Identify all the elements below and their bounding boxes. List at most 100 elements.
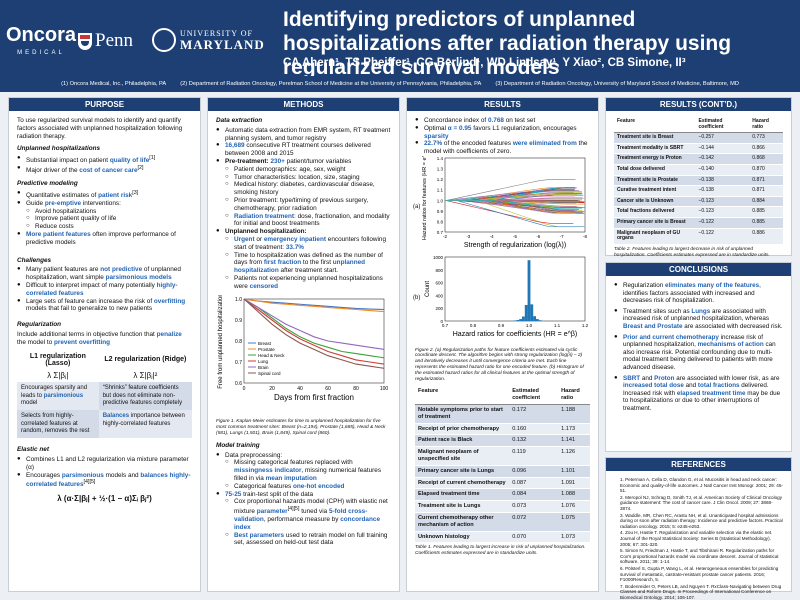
table-cell: −0.123 (695, 196, 750, 208)
regularization-path-chart: 0.7 0.8 0.9 1.0 1.1 1.2 1.3 1.4 -2 -3 -4 -5 -6 -7 -8 St… (422, 150, 587, 249)
table-row: Primary cancer site is Lungs 0.096 1.101 (415, 465, 590, 478)
list-item: Time to hospitalization was defined as t… (216, 252, 391, 275)
results-heading: RESULTS (407, 98, 598, 111)
table-cell: −0.144 (695, 143, 750, 155)
results-cont-heading: RESULTS (CONT’D.) (606, 98, 791, 111)
y-tick-label: 1.0 (437, 198, 444, 203)
table-header: Hazard ratio (749, 117, 783, 134)
penn-logo: Penn (78, 30, 133, 52)
table-increased-risk: Feature Estimated coefficient Hazard ratio… (415, 386, 590, 544)
x-axis-label: Strength of regularization (log(λ)) (464, 242, 566, 249)
table-cell: Patient race is Black (415, 434, 510, 448)
feature-path-line (445, 187, 576, 201)
list-item: Tumor characteristics: location, size, s… (216, 174, 391, 182)
list-item: Prior treatment: type/timing of previous… (216, 197, 391, 213)
x-tick-label: 1.0 (526, 323, 533, 328)
list-item: Pre-treatment: 230+ patient/tumor variab… (216, 158, 391, 166)
table-cell: −0.138 (695, 185, 750, 197)
histogram-bar (536, 318, 539, 321)
table-cell: Treatment site is Prostate (614, 175, 696, 187)
y-axis-label: Free from unplanned hospitalization (218, 295, 224, 389)
oncora-logo: Oncora MEDICAL (6, 24, 77, 56)
list-item: Patients not experiencing unplanned hosp… (216, 275, 391, 291)
x-tick-label: -2 (443, 234, 447, 239)
y-tick-label: 0 (440, 319, 443, 324)
x-tick-label: 20 (269, 386, 275, 392)
conclusions-heading: CONCLUSIONS (606, 263, 791, 276)
table-cell: 1.188 (558, 404, 590, 424)
table-row: Receipt of current chemotherapy 0.087 1.09… (415, 477, 590, 490)
table-cell: 0.886 (749, 228, 783, 245)
table-cell: 0.884 (749, 196, 783, 208)
list-item: Concordance index of 0.768 on test set (415, 117, 590, 125)
y-tick-label: 0.7 (235, 360, 242, 366)
list-item: Substantial impact on patient quality of… (17, 155, 192, 165)
list-item: Categorical features one-hot encoded (216, 483, 391, 491)
list-item: Regularization eliminates many of the fe… (614, 282, 783, 305)
table-row: Curative treatment intent −0.138 0.871 (614, 185, 783, 197)
legend-label: Lung (258, 359, 269, 364)
table-row: Treatment modality is SBRT −0.144 0.866 (614, 143, 783, 155)
x-tick-label: -8 (583, 234, 587, 239)
x-tick-label: 0.8 (470, 323, 477, 328)
table-cell: Elapsed treatment time (415, 488, 510, 502)
list-item: Radiation treatment: dose, fractionation… (216, 213, 391, 229)
y-tick-label: 1.0 (235, 297, 242, 303)
table-row: Total fractions delivered −0.123 0.885 (614, 206, 783, 218)
x-tick-label: 60 (325, 386, 331, 392)
conclusions-column: CONCLUSIONS Regularization eliminates ma… (605, 262, 792, 452)
results-cont-column: RESULTS (CONT’D.) Feature Estimated coeff… (605, 97, 792, 258)
list-item: Avoid hospitalizations (17, 208, 192, 216)
table-cell: 0.073 (509, 500, 559, 513)
table-cell: 0.087 (509, 477, 559, 490)
x-tick-label: 80 (353, 386, 359, 392)
list-item: Prior and current chemotherapy increase … (614, 334, 783, 372)
table-cell: 1.101 (558, 465, 590, 478)
table-cell: 0.868 (749, 153, 783, 165)
feature-path-line (445, 193, 581, 201)
table-cell: Current chemotherapy other mechanism of … (415, 512, 510, 532)
list-item: Encourages parsimonious models and balan… (17, 472, 192, 490)
table-cell: 0.871 (749, 175, 783, 187)
umd-logo: UNIVERSITY OF MARYLAND (152, 28, 265, 52)
table-cell: 0.119 (509, 446, 559, 466)
table-row: Current chemotherapy other mechanism of … (415, 512, 590, 532)
histogram-bar (519, 318, 522, 321)
table-cell: 0.084 (509, 488, 559, 502)
list-item: Difficult to interpret impact of many po… (17, 282, 192, 298)
x-tick-label: -5 (513, 234, 517, 239)
y-tick-label: 0.9 (235, 318, 242, 324)
y-tick-label: 200 (435, 306, 443, 311)
histogram-bar (527, 259, 531, 321)
affiliations: (1) Oncora Medical, Inc., Philadelphia, … (0, 76, 800, 92)
list-item: Treatment sites such as Lungs are associ… (614, 308, 783, 331)
table-cell: Malignant neoplasm of unspecified site (415, 446, 510, 466)
table-row: Patient race is Black 0.132 1.141 (415, 434, 590, 448)
table-cell: 1.076 (558, 500, 590, 513)
table-cell: 1.088 (558, 488, 590, 502)
table-cell: 0.072 (509, 512, 559, 532)
table-cell: 0.870 (749, 164, 783, 176)
poster-authors: CA Ahern¹, TS Pheiffer¹, CG Berlind¹, WD… (283, 57, 686, 69)
table-header: Feature (415, 386, 510, 405)
table-row: Malignant neoplasm of GU organs −0.122 0.8… (614, 228, 783, 245)
y-tick-label: 1.3 (437, 167, 444, 172)
y-tick-label: 0.6 (235, 381, 242, 387)
regularization-table: L1 regularization (Lasso) L2 regularizati… (17, 351, 192, 439)
x-tick-label: -3 (466, 234, 470, 239)
table-cell: Treatment energy is Proton (614, 153, 696, 165)
list-item: Optimal α = 0.95 favors L1 regularizatio… (415, 125, 590, 141)
feature-path-line (445, 199, 574, 213)
x-tick-label: 40 (297, 386, 303, 392)
legend-label: Spinal cord (258, 371, 281, 376)
plot-frame (444, 256, 586, 322)
table-row: Primary cancer site is Breast −0.122 0.885 (614, 217, 783, 229)
feature-path-line (445, 199, 577, 211)
table-header: Feature (614, 117, 696, 134)
table-row: Malignant neoplasm of unspecified site 0.… (415, 446, 590, 466)
y-tick-label: 0.8 (437, 219, 444, 224)
table-cell: 0.160 (509, 423, 559, 436)
histogram-bar (538, 320, 542, 321)
histogram-bar (522, 316, 525, 321)
table-header: Hazard ratio (558, 386, 590, 405)
